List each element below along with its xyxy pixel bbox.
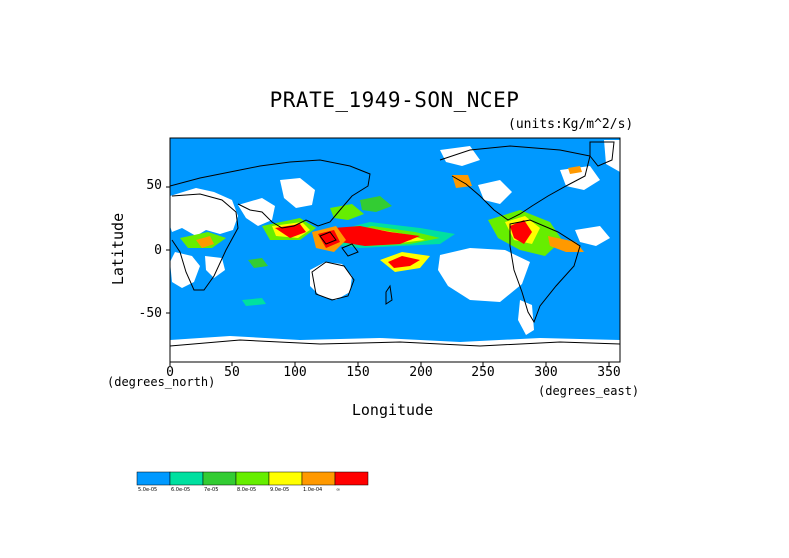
x-tick-label: 250 — [471, 365, 495, 380]
precip-base-field — [170, 138, 620, 362]
legend-label: 1.0e-04 — [303, 487, 323, 493]
legend-swatch — [334, 471, 369, 486]
legend-label: 8.0e-05 — [237, 487, 257, 493]
legend-label: 5.0e-05 — [138, 487, 158, 493]
legend-label: 9.0e-05 — [270, 487, 290, 493]
legend-swatch — [136, 471, 171, 486]
map-title: PRATE_1949-SON_NCEP — [269, 88, 520, 112]
legend-label: ∞ — [336, 487, 341, 493]
legend-label: 7e-05 — [204, 487, 219, 493]
x-tick-label: 300 — [534, 365, 558, 380]
x-tick-label: 200 — [409, 365, 433, 380]
legend-swatch — [169, 471, 204, 486]
legend-swatch — [301, 471, 336, 486]
axis-ticks — [166, 186, 610, 366]
x-axis-units: (degrees_east) — [538, 384, 640, 398]
legend-label: 6.0e-05 — [171, 487, 191, 493]
units-label: (units:Kg/m^2/s) — [508, 117, 634, 132]
coastlines — [170, 141, 620, 347]
y-tick-label: 0 — [154, 243, 162, 258]
x-tick-label: 100 — [283, 365, 307, 380]
x-tick-label: 350 — [597, 365, 621, 380]
legend-swatch — [202, 471, 237, 486]
x-axis-label: Longitude — [351, 401, 434, 419]
y-tick-label: 50 — [146, 178, 162, 193]
legend-colorbar — [136, 471, 369, 486]
x-tick-label: 150 — [346, 365, 370, 380]
x-tick-label: 50 — [224, 365, 240, 380]
legend-swatch — [268, 471, 303, 486]
y-axis-units: (degrees_north) — [107, 375, 216, 389]
legend-swatch — [235, 471, 270, 486]
y-tick-label: -50 — [138, 306, 162, 321]
x-tick-label: 0 — [166, 365, 174, 380]
